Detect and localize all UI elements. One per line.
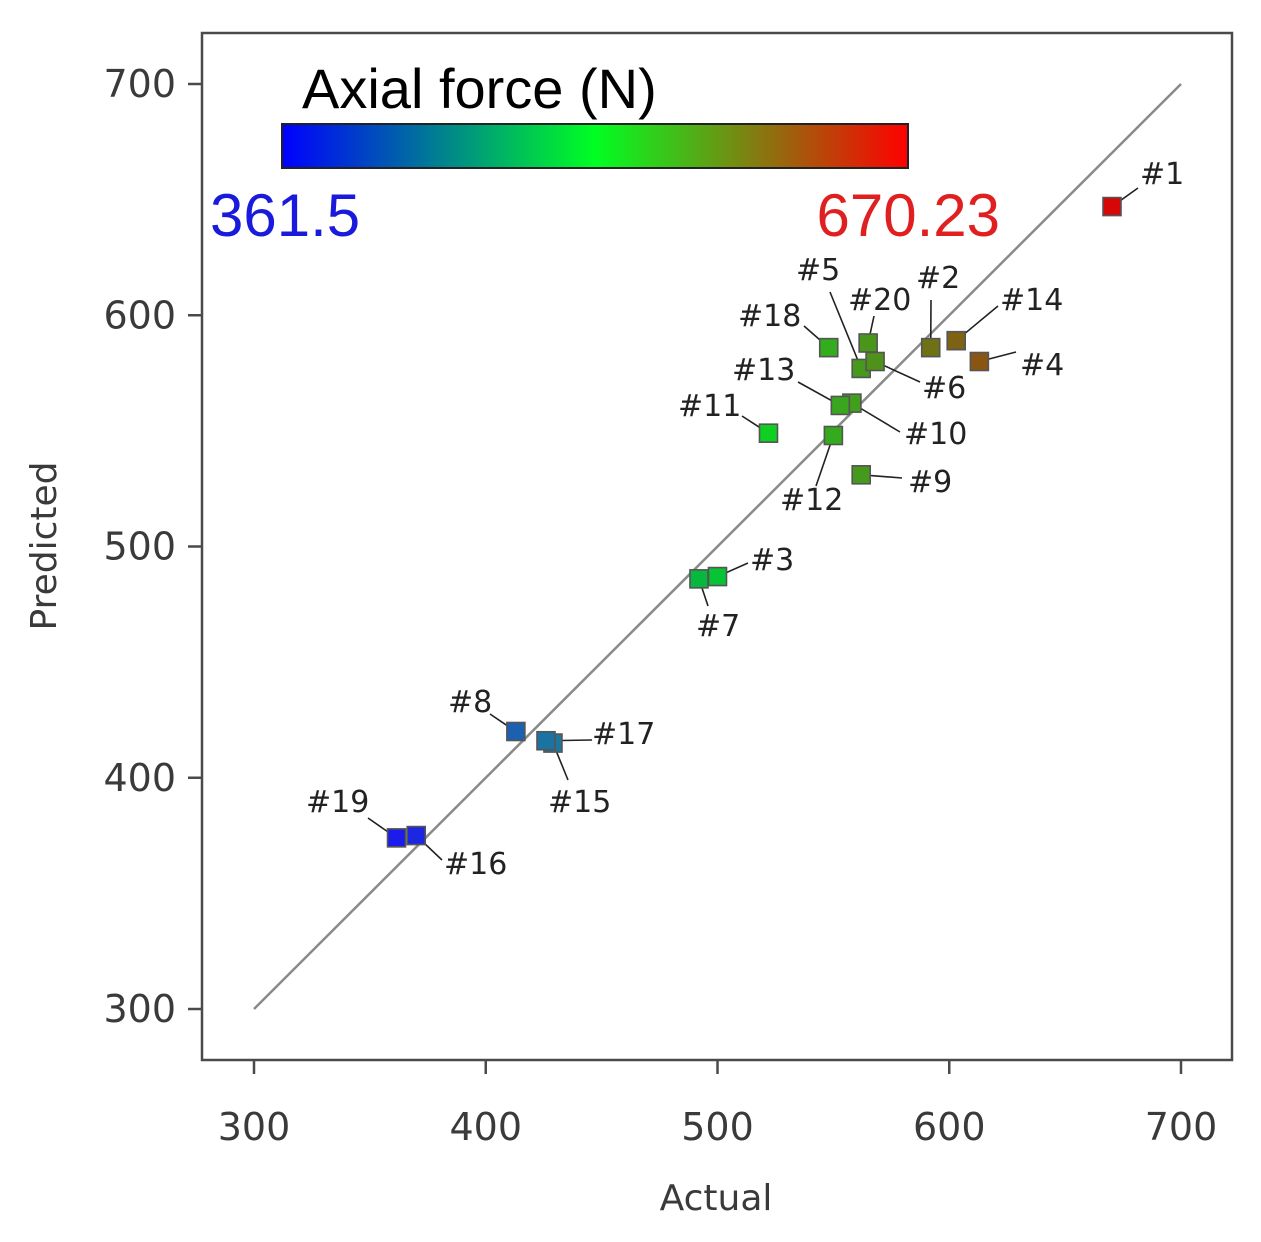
data-point [830, 395, 851, 416]
data-point [865, 351, 885, 372]
data-point [818, 337, 839, 358]
point-label: #11 [678, 389, 741, 424]
point-label: #12 [780, 483, 843, 518]
x-axis-title: Actual [660, 1178, 773, 1219]
label-leader [829, 291, 862, 369]
data-point [386, 828, 407, 848]
y-tick-label: 600 [103, 293, 176, 337]
data-point [920, 337, 941, 358]
data-point [1102, 196, 1122, 217]
y-tick-label: 400 [103, 756, 176, 800]
x-tick-label: 700 [1145, 1105, 1218, 1149]
point-labels: #1 #2 #3 #4 #5 #6 #7 #8 #9 #10 #11 #12 #13 #14 #15 #16 #… [306, 157, 1184, 882]
colorbar-min-label: 361.5 [210, 182, 360, 249]
colorbar: Axial force (N) 361.5 670.23 [210, 57, 1000, 249]
x-tick-label: 500 [681, 1105, 754, 1149]
y-tick-label: 500 [103, 525, 176, 569]
point-label: #9 [908, 465, 952, 500]
point-label: #1 [1140, 157, 1184, 192]
data-point [758, 423, 779, 443]
point-label: #15 [548, 785, 611, 820]
data-points [386, 196, 1122, 848]
axes: 300 400 500 600 700 300 400 500 600 700 [103, 62, 1217, 1149]
y-tick-label: 300 [103, 987, 176, 1031]
point-label: #4 [1020, 348, 1064, 383]
data-point [689, 569, 709, 589]
point-label: #3 [750, 543, 794, 578]
point-label: #16 [444, 847, 507, 882]
x-tick-label: 300 [218, 1105, 291, 1149]
colorbar-title: Axial force (N) [302, 57, 657, 120]
point-label: #10 [904, 417, 967, 452]
point-label: #18 [738, 299, 801, 334]
colorbar-gradient [281, 123, 909, 169]
point-label: #17 [592, 717, 655, 752]
point-label: #13 [732, 353, 795, 388]
data-point [858, 333, 878, 353]
point-label: #6 [922, 371, 966, 406]
point-label: #7 [696, 609, 740, 644]
data-point [536, 730, 556, 751]
point-label: #2 [916, 261, 960, 296]
x-tick-label: 600 [913, 1105, 986, 1149]
colorbar-max-label: 670.23 [816, 182, 1000, 249]
data-point [506, 721, 526, 742]
y-axis-title: Predicted [24, 462, 65, 631]
point-label: #20 [848, 283, 911, 318]
point-label: #14 [1000, 283, 1063, 318]
point-label: #5 [796, 253, 840, 288]
data-point [823, 425, 844, 446]
data-point [707, 566, 728, 587]
point-label: #19 [306, 785, 369, 820]
reference-line [253, 83, 1182, 1010]
x-tick-label: 400 [449, 1105, 522, 1149]
data-point [969, 351, 990, 372]
data-point [851, 465, 871, 485]
y-tick-label: 700 [103, 62, 176, 106]
data-point [946, 330, 967, 351]
point-label: #8 [448, 685, 492, 720]
data-point [406, 825, 427, 846]
